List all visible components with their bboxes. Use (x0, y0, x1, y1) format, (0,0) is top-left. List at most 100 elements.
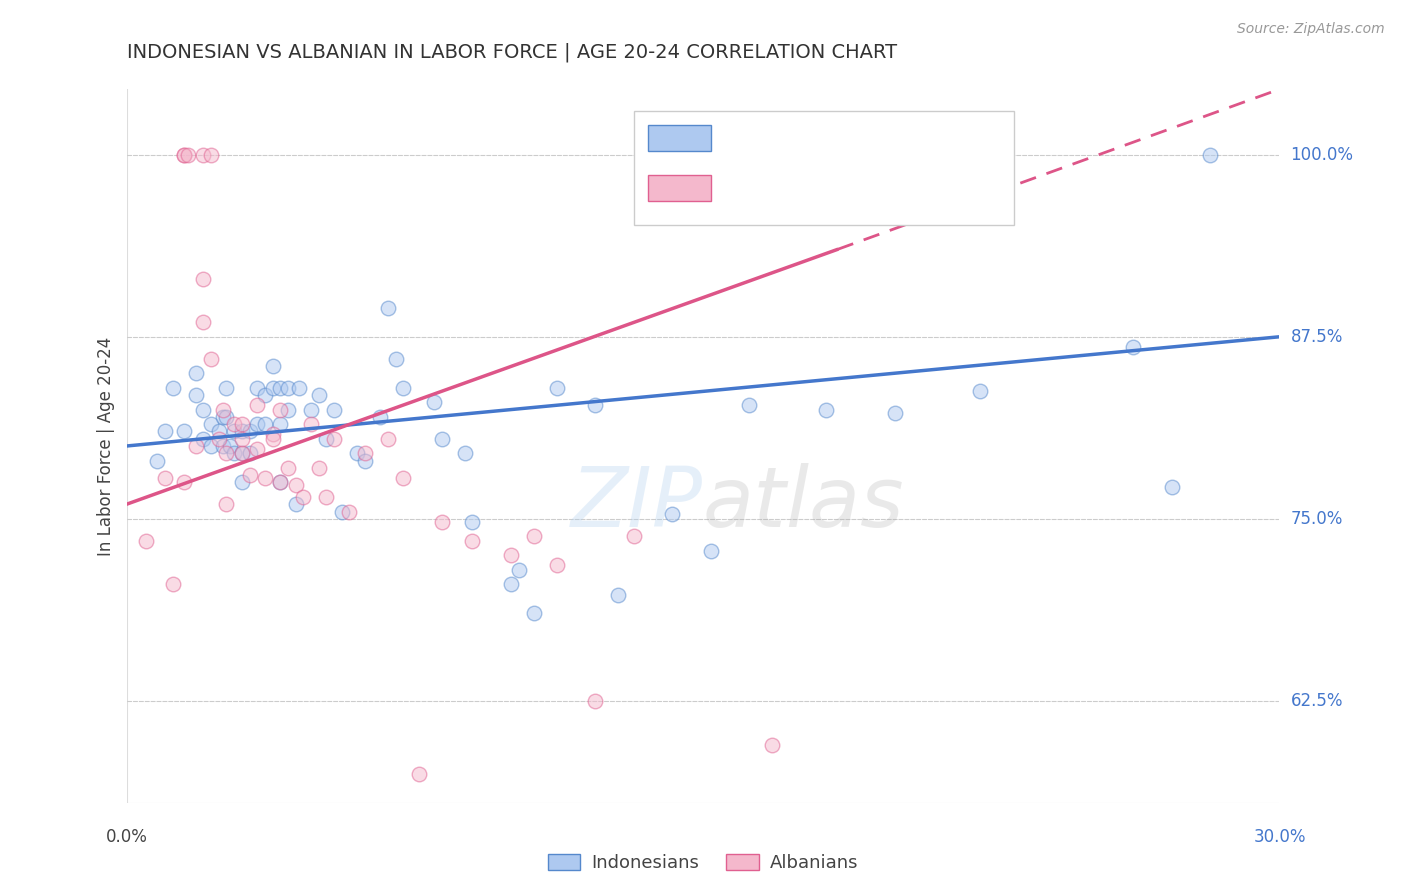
Point (193, 147, 215, 161)
Point (308, 460, 330, 475)
Point (177, 147, 200, 161)
Point (546, 381, 568, 395)
Point (315, 432, 337, 446)
Text: 62.5%: 62.5% (1291, 692, 1343, 710)
Point (215, 497, 238, 511)
Point (162, 577, 184, 591)
Point (246, 417, 269, 432)
Point (253, 471, 276, 485)
Point (288, 381, 311, 395)
Point (200, 439, 222, 453)
Point (884, 405, 907, 419)
Text: 75.0%: 75.0% (1291, 510, 1343, 528)
Point (215, 409, 238, 424)
Text: R =: R = (724, 128, 762, 146)
Point (208, 432, 231, 446)
Point (184, 439, 207, 453)
Point (262, 432, 284, 446)
Point (253, 417, 276, 432)
Point (135, 533, 157, 548)
Point (200, 417, 222, 432)
Point (546, 558, 568, 573)
Point (200, 351, 222, 366)
Point (299, 417, 322, 432)
Point (246, 398, 269, 412)
Point (392, 381, 415, 395)
Point (508, 563, 530, 577)
FancyBboxPatch shape (648, 175, 711, 201)
FancyBboxPatch shape (648, 125, 711, 151)
Point (323, 432, 346, 446)
Point (208, 425, 231, 439)
Point (193, 271, 215, 285)
Point (623, 529, 645, 543)
FancyBboxPatch shape (634, 111, 1014, 225)
Point (969, 384, 991, 398)
Point (299, 402, 322, 417)
Point (368, 409, 391, 424)
Point (315, 490, 337, 504)
Point (377, 301, 399, 315)
Point (184, 388, 207, 402)
Text: N =: N = (846, 178, 887, 196)
Point (215, 381, 238, 395)
Point (430, 515, 453, 529)
Point (162, 381, 184, 395)
Point (231, 446, 253, 460)
Point (499, 548, 522, 562)
Point (224, 446, 246, 460)
Point (173, 147, 195, 161)
Point (292, 490, 315, 504)
Text: ZIP: ZIP (571, 463, 703, 543)
Text: 50: 50 (905, 178, 929, 196)
Point (219, 439, 242, 453)
Point (146, 453, 169, 467)
Text: R =: R = (724, 178, 762, 196)
Point (583, 398, 606, 412)
Point (1160, 480, 1182, 494)
Point (238, 425, 260, 439)
Point (523, 607, 546, 621)
Point (814, 402, 837, 417)
Point (323, 402, 346, 417)
Point (224, 425, 246, 439)
Point (269, 475, 291, 490)
Point (238, 468, 260, 483)
Point (153, 471, 176, 485)
Point (661, 508, 683, 522)
Point (461, 533, 484, 548)
Point (215, 446, 238, 460)
Text: 30.0%: 30.0% (1253, 828, 1306, 846)
Point (339, 504, 361, 518)
Point (523, 529, 546, 543)
Point (377, 432, 399, 446)
Point (269, 381, 291, 395)
Point (353, 446, 375, 460)
Point (277, 381, 299, 395)
Point (330, 504, 353, 518)
Text: Source: ZipAtlas.com: Source: ZipAtlas.com (1237, 22, 1385, 37)
Text: 100.0%: 100.0% (1291, 145, 1354, 164)
Point (238, 446, 260, 460)
Point (269, 402, 291, 417)
Point (277, 460, 299, 475)
Point (211, 409, 233, 424)
Point (153, 425, 176, 439)
Point (454, 446, 477, 460)
Point (211, 402, 233, 417)
Point (284, 478, 307, 492)
Point (231, 425, 253, 439)
Point (583, 694, 606, 708)
Point (262, 381, 284, 395)
Point (308, 388, 330, 402)
Point (269, 417, 291, 432)
Text: 66: 66 (905, 128, 929, 146)
Point (430, 432, 453, 446)
Point (231, 475, 253, 490)
Point (699, 544, 721, 558)
Text: 0.0%: 0.0% (105, 828, 148, 846)
Point (408, 766, 430, 780)
Point (461, 515, 484, 529)
Text: 0.298: 0.298 (778, 178, 835, 196)
Point (173, 425, 195, 439)
